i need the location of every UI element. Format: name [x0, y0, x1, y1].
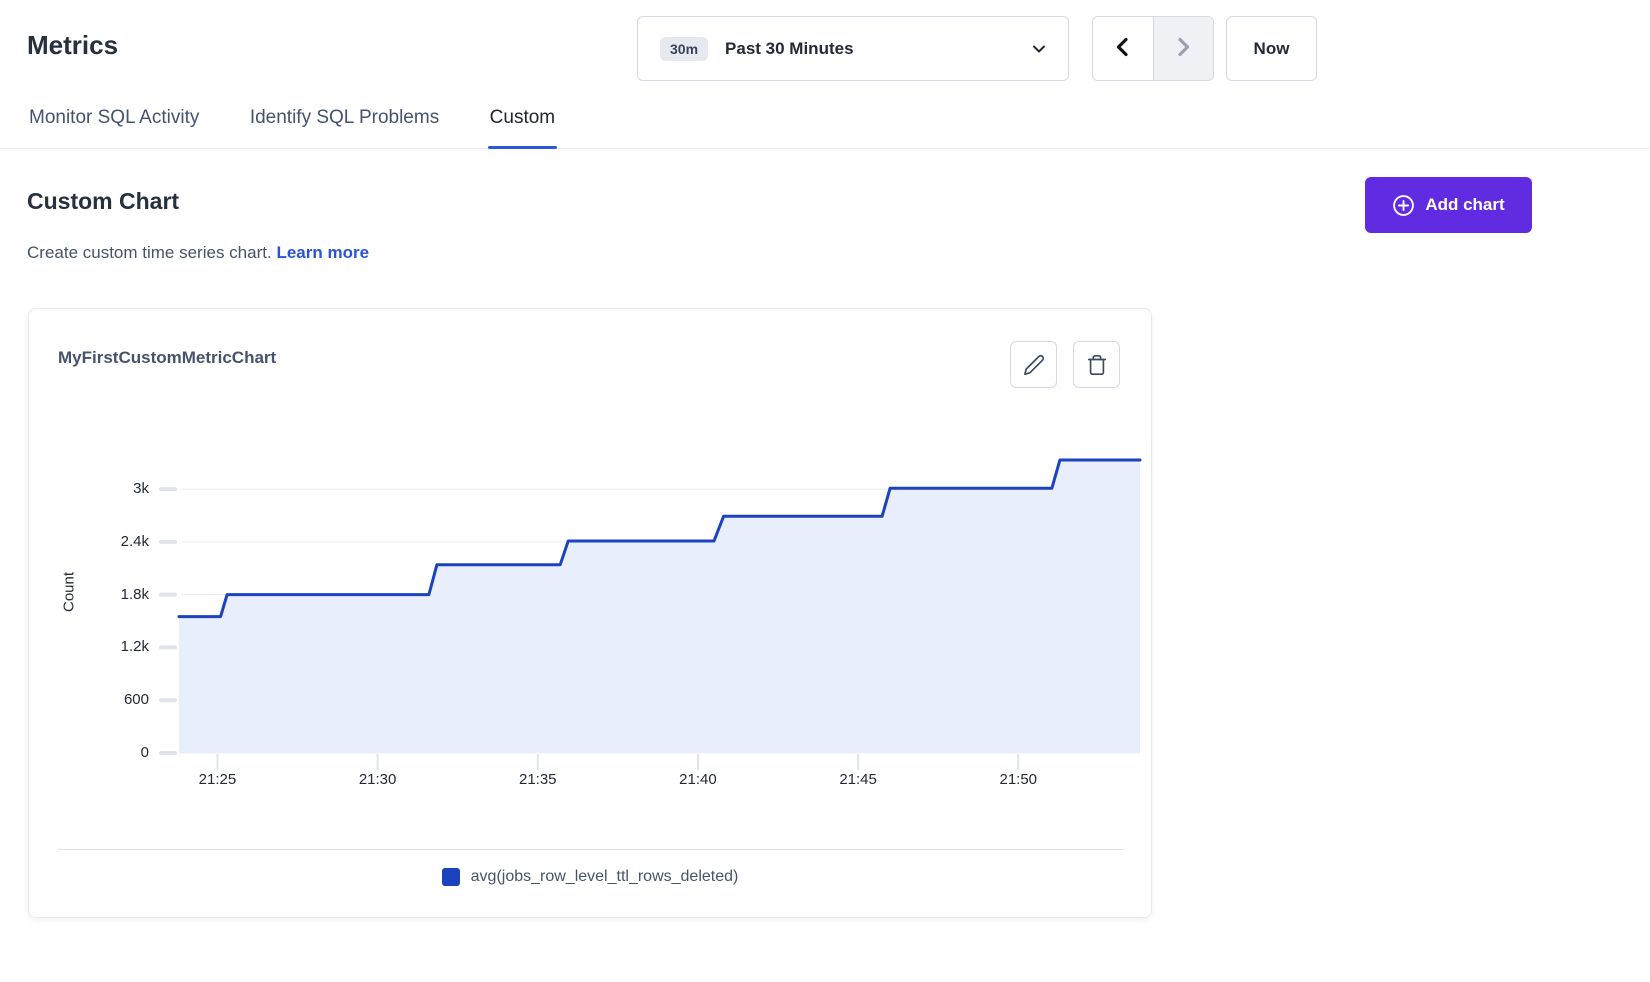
- x-tick-label: 21:40: [663, 771, 733, 788]
- chart-area: Count 06001.2k1.8k2.4k3k 21:2521:3021:35…: [29, 409, 1153, 829]
- page-title: Metrics: [27, 30, 118, 61]
- tab-bar: Monitor SQL Activity Identify SQL Proble…: [0, 105, 1650, 149]
- chart-title: MyFirstCustomMetricChart: [58, 348, 276, 368]
- add-chart-button[interactable]: Add chart: [1365, 177, 1532, 233]
- add-chart-label: Add chart: [1425, 195, 1504, 215]
- y-tick-label: 2.4k: [29, 533, 149, 550]
- time-range-badge: 30m: [660, 37, 708, 61]
- legend-swatch: [442, 868, 460, 886]
- time-range-label: Past 30 Minutes: [725, 39, 1013, 59]
- chevron-down-icon: [1030, 40, 1048, 58]
- section-subtitle: Create custom time series chart. Learn m…: [27, 243, 369, 263]
- y-tick-label: 600: [29, 691, 149, 708]
- legend-divider: [58, 849, 1124, 850]
- time-range-selector[interactable]: 30m Past 30 Minutes: [637, 16, 1069, 81]
- chart-card: MyFirstCustomMetricChart Count 06001.2k1…: [28, 308, 1152, 918]
- tab-custom[interactable]: Custom: [488, 105, 557, 148]
- next-interval-button[interactable]: [1154, 17, 1214, 80]
- chart-legend: avg(jobs_row_level_ttl_rows_deleted): [29, 868, 1151, 886]
- chevron-left-icon: [1111, 35, 1135, 62]
- trash-icon: [1086, 354, 1108, 376]
- x-tick-label: 21:45: [823, 771, 893, 788]
- learn-more-link[interactable]: Learn more: [276, 243, 369, 262]
- legend-label: avg(jobs_row_level_ttl_rows_deleted): [471, 868, 739, 886]
- y-tick-label: 3k: [29, 480, 149, 497]
- y-tick-label: 1.2k: [29, 638, 149, 655]
- edit-chart-button[interactable]: [1010, 341, 1057, 388]
- pencil-icon: [1023, 354, 1045, 376]
- x-tick-label: 21:30: [343, 771, 413, 788]
- tab-monitor-sql-activity[interactable]: Monitor SQL Activity: [27, 105, 201, 148]
- y-tick-label: 1.8k: [29, 586, 149, 603]
- section-title: Custom Chart: [27, 188, 179, 215]
- plus-circle-icon: [1392, 194, 1415, 217]
- tab-identify-sql-problems[interactable]: Identify SQL Problems: [248, 105, 441, 148]
- interval-pager: [1092, 16, 1214, 81]
- now-button[interactable]: Now: [1226, 16, 1317, 81]
- metrics-page: Metrics 30m Past 30 Minutes Now Monitor …: [0, 0, 1650, 982]
- section-subtitle-text: Create custom time series chart.: [27, 243, 272, 262]
- delete-chart-button[interactable]: [1073, 341, 1120, 388]
- chart-plot[interactable]: [179, 431, 1140, 753]
- x-tick-label: 21:35: [503, 771, 573, 788]
- chevron-right-icon: [1171, 35, 1195, 62]
- x-tick-label: 21:50: [983, 771, 1053, 788]
- prev-interval-button[interactable]: [1093, 17, 1154, 80]
- x-tick-label: 21:25: [182, 771, 252, 788]
- y-tick-label: 0: [29, 744, 149, 761]
